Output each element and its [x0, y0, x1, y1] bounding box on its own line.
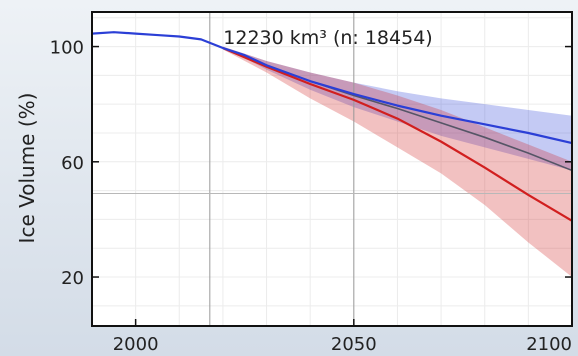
series-line-red: [222, 46, 573, 222]
annotation-label: 12230 km³ (n: 18454): [223, 27, 432, 49]
y-tick-label: 60: [61, 153, 84, 174]
y-axis-label: Ice Volume (%): [15, 93, 39, 244]
reference-lines: [92, 12, 572, 326]
y-tick-label: 20: [61, 268, 84, 289]
x-tick-label: 2050: [331, 334, 377, 355]
ticks: 20 60 100 2000 2050 2100: [50, 38, 573, 355]
plot-frame: [91, 11, 573, 327]
band-red: [222, 46, 572, 278]
y-tick-label: 100: [50, 38, 84, 59]
series-line-blue: [91, 31, 573, 145]
x-tick-label: 2000: [113, 334, 159, 355]
plot-area: [92, 12, 572, 326]
x-tick-label: 2100: [526, 334, 572, 355]
series-lines: [91, 31, 573, 222]
